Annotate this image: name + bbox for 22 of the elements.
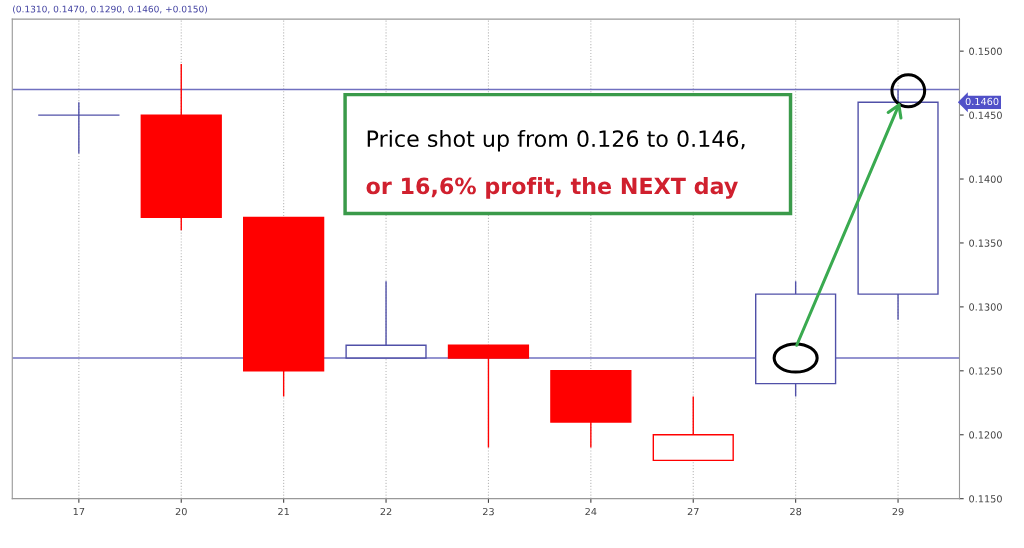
- y-tick-label: 0.1150: [969, 495, 1002, 503]
- y-tick-label: 0.1500: [969, 47, 1002, 55]
- y-tick-label: 0.1200: [969, 431, 1002, 439]
- x-tick-label: 22: [380, 507, 392, 516]
- x-tick-label: 20: [175, 507, 187, 516]
- x-tick-label: 23: [482, 507, 494, 516]
- y-tick-label: 0.1250: [969, 367, 1002, 375]
- text: 0.1460: [965, 97, 999, 106]
- x-tick-label: 29: [892, 507, 904, 516]
- x-tick-label: 17: [73, 508, 85, 516]
- y-tick-label: 0.1350: [969, 239, 1002, 247]
- chart-title: (0.1310, 0.1470, 0.1290, 0.1460, +0.0150): [13, 5, 208, 14]
- y-tick-label: 0.1300: [969, 303, 1002, 311]
- x-tick-label: 24: [585, 507, 597, 516]
- annotation: or 16,6% profit, the NEXT day: [366, 177, 738, 199]
- annotation: Price shot up from 0.126 to 0.146,: [367, 129, 745, 152]
- y-tick-label: 0.1400: [969, 175, 1002, 183]
- candlestick: [38, 101, 120, 155]
- x-tick-label: 27: [687, 507, 699, 516]
- x-tick-label: 21: [278, 507, 289, 516]
- y-tick-label: 0.1450: [969, 111, 1002, 119]
- x-tick-label: 28: [790, 507, 802, 516]
